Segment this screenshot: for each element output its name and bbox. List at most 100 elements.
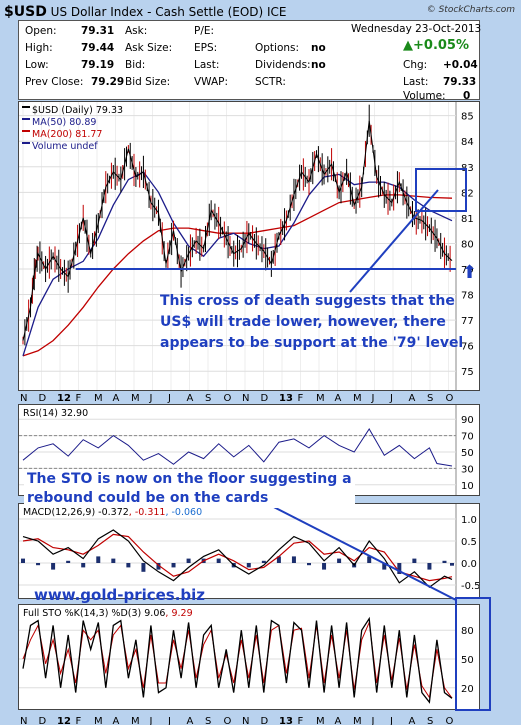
x-tick-label: D (39, 716, 47, 725)
dividends-value: no (311, 59, 326, 71)
y-tick-label: 79 (461, 265, 474, 276)
macd-histogram-bar (36, 563, 41, 566)
up-arrow-icon: ▲ (403, 38, 413, 53)
macd-histogram-bar (96, 556, 101, 563)
x-tick-label: J (371, 393, 375, 404)
y-tick-label: 80 (461, 626, 474, 637)
x-tick-label: M (131, 716, 140, 725)
y-tick-label: 20 (461, 684, 474, 695)
y-tick-label: 77 (461, 316, 474, 327)
change-percent: ▲+0.05% (403, 38, 469, 53)
macd-histogram-bar (291, 556, 296, 563)
pe-label: P/E: (194, 25, 215, 37)
instrument-name: US Dollar Index - Cash Settle (EOD) ICE (50, 5, 287, 19)
last-label: Last: (194, 59, 220, 71)
macd-histogram-bar (21, 558, 25, 563)
legend-swatch (22, 142, 30, 144)
x-tick-label: 12 (57, 716, 71, 725)
legend-swatch (22, 106, 30, 108)
x-tick-label: 12 (57, 393, 71, 404)
macd-histogram-bar (427, 563, 432, 570)
x-tick-label: O (446, 716, 454, 725)
prev-close-value: 79.29 (91, 76, 125, 88)
y-tick-label: 83 (461, 163, 474, 174)
legend-entry: Volume undef (32, 141, 98, 152)
x-tick-label: A (335, 393, 342, 404)
legend-entry: $USD (Daily) 79.33 (32, 105, 123, 116)
x-tick-label: J (389, 393, 393, 404)
macd-histogram-bar (66, 560, 71, 563)
x-tick-label: A (187, 393, 194, 404)
open-label: Open: (25, 25, 57, 37)
macd-histogram-bar (81, 563, 86, 568)
chg-value: +0.04 (443, 59, 478, 71)
x-tick-label: A (187, 716, 194, 725)
macd-histogram-bar (51, 563, 56, 570)
x-tick-label: S (427, 393, 433, 404)
x-tick-label: D (39, 393, 47, 404)
x-tick-label: M (353, 393, 362, 404)
x-tick-label: J (149, 716, 153, 725)
price-chart: 75 76 77 78 79 80 81 82 83 84 85 $USD (Daily) 79.33… (19, 102, 477, 390)
macd-histogram-bar (442, 560, 447, 563)
open-value: 79.31 (81, 25, 115, 37)
macd-line (22, 529, 453, 588)
y-tick-label: 0.0 (461, 559, 477, 570)
rsi-line (22, 428, 453, 467)
x-tick-label: S (427, 716, 433, 725)
x-tick-label: M (94, 716, 103, 725)
dividends-label: Dividends: (255, 59, 311, 71)
macd-legend-part: MACD(12,26,9) -0.372 (23, 507, 129, 518)
x-tick-label: J (371, 716, 375, 725)
bid-label: Bid: (125, 59, 146, 71)
y-tick-label: 30 (461, 464, 474, 475)
sto-annotation: The STO is now on the floor suggesting a… (24, 470, 355, 508)
annotation-line: US$ will trade lower, however, there (160, 314, 446, 330)
x-tick-label: A (113, 393, 120, 404)
macd-histogram-bar (261, 560, 266, 563)
x-tick-label: M (131, 393, 140, 404)
options-label: Options: (255, 42, 300, 54)
x-tick-label: F (298, 393, 304, 404)
x-tick-label: F (76, 716, 82, 725)
y-tick-label: 76 (461, 342, 474, 353)
quote-table: Open: 79.31 High: 79.44 Low: 79.19 Prev … (18, 20, 482, 102)
change-percent-value: +0.05% (413, 38, 469, 53)
rsi-legend: RSI(14) 32.90 (23, 408, 88, 419)
macd-legend: MACD(12,26,9) -0.372, -0.311, -0.060 (23, 507, 202, 518)
volume-label: Volume: (403, 90, 446, 102)
macd-histogram-bar (412, 558, 417, 563)
ask-label: Ask: (125, 25, 148, 37)
macd-histogram-bar (246, 563, 251, 568)
high-label: High: (25, 42, 53, 54)
quote-date: Wednesday 23-Oct-2013 (351, 23, 482, 35)
y-tick-label: 82 (461, 188, 474, 199)
x-tick-label: D (261, 393, 269, 404)
x-tick-label: M (316, 716, 325, 725)
x-tick-label: F (76, 393, 82, 404)
legend-entry: MA(200) 81.77 (32, 129, 102, 140)
x-tick-label: O (446, 393, 454, 404)
macd-histogram-bar (216, 558, 221, 563)
y-tick-label: 75 (461, 367, 474, 378)
up-arrow-icon: ⬆ (462, 262, 477, 283)
sto-legend: Full STO %K(14,3) %D(3) 9.06, 9.29 (23, 608, 193, 619)
sto-legend-part: , 9.29 (165, 608, 192, 619)
high-value: 79.44 (81, 42, 115, 54)
ma50-line (22, 171, 453, 357)
y-tick-label: 80 (461, 239, 474, 250)
y-tick-label: 85 (461, 112, 474, 123)
y-tick-label: 70 (461, 432, 474, 443)
y-tick-label: 50 (461, 655, 474, 666)
x-tick-label: J (167, 393, 171, 404)
eps-label: EPS: (194, 42, 218, 54)
macd-histogram-bar (307, 563, 311, 566)
chart-header: $USD US Dollar Index - Cash Settle (EOD)… (4, 4, 287, 20)
legend-swatch (22, 118, 30, 120)
macd-histogram-bar (367, 556, 372, 563)
x-tick-label: N (242, 716, 249, 725)
sto-chart: 20 50 80 Full STO %K(14,3) %D(3) 9.06, 9.29 (19, 605, 474, 709)
chg-label: Chg: (403, 59, 428, 71)
sto-k-line (22, 616, 453, 704)
y-tick-label: 90 (461, 415, 474, 426)
